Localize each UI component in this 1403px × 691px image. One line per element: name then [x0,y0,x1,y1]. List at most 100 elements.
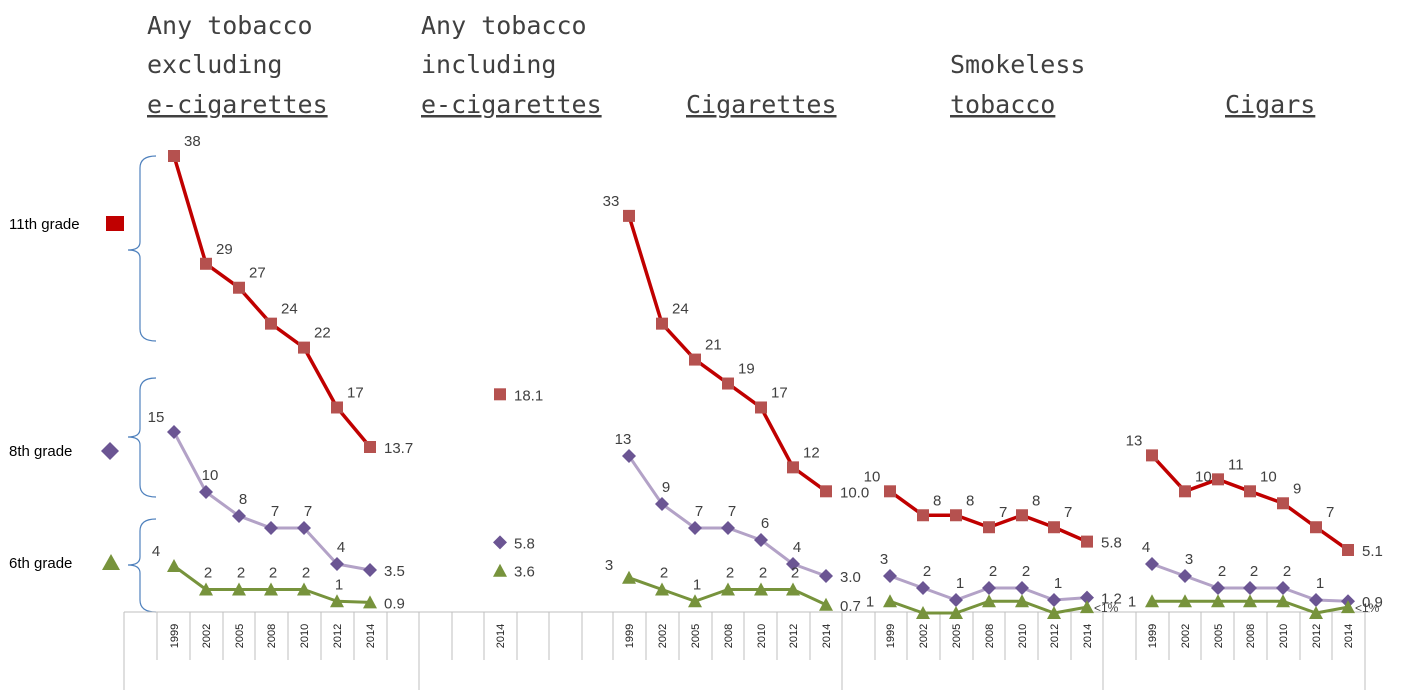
x-tick-label: 2010 [1278,624,1290,648]
data-label: 38 [184,133,201,150]
panel-title: Smokeless tobacco [950,50,1085,119]
data-label: 18.1 [514,387,543,404]
panel-title-underlined: e-cigarettes [147,90,328,119]
x-tick-label: 1999 [1147,624,1159,648]
data-point [1310,521,1322,534]
data-point [1179,485,1191,498]
data-point [1081,535,1093,548]
data-point [1145,594,1159,608]
x-tick-label: 2002 [918,624,930,648]
data-label: 10 [1260,468,1277,485]
x-tick-label: 2005 [1213,624,1225,648]
data-point [721,521,735,535]
data-point [982,594,996,608]
data-point [722,377,734,390]
x-tick-label: 2012 [788,624,800,648]
data-label: 13.7 [384,440,413,457]
data-point [787,461,799,474]
data-point [721,582,735,596]
data-label: 0.9 [384,595,405,612]
panel-title-underlined: Cigarettes [686,90,837,119]
data-point [1178,594,1192,608]
x-tick-label: 2010 [299,624,311,648]
data-point [233,281,245,294]
data-label: 2 [204,565,212,582]
data-label: 2 [1283,563,1291,580]
series-11th-grade: 33 24 21 19 17 12 10.0 [603,193,870,501]
data-point [883,594,897,608]
data-label: 2 [923,563,931,580]
data-point [1047,593,1061,607]
data-point [1276,581,1290,595]
data-point [1047,606,1061,619]
data-label: 3 [1185,551,1193,568]
data-label: 10 [864,468,881,485]
data-point [622,449,636,463]
panel-title-underlined: tobacco [950,90,1055,119]
data-label: 0.9 [1362,594,1383,611]
data-point [1211,581,1225,595]
series-8th-grade: 3 2 1 2 2 1 1.2 [880,551,1122,608]
data-point [656,317,668,330]
legend-triangle-icon [102,554,120,570]
data-label: 7 [304,503,312,520]
data-label: 9 [1293,480,1301,497]
data-label: 24 [281,301,298,318]
series-8th-grade: 5.8 [493,535,535,552]
data-point [819,569,833,583]
grade-bracket [127,155,157,342]
data-label: 1 [1316,575,1324,592]
grade-brackets [127,155,157,613]
data-point [820,485,832,498]
data-label: 4 [793,539,801,556]
data-label: 3.5 [384,563,405,580]
data-point [200,257,212,270]
data-point [297,521,311,535]
data-label: 8 [966,492,974,509]
panel-title-underlined: Cigars [1225,90,1315,119]
x-axis: 1999 2002 2005 2008 2010 2012 2014 2014 1999 2002… [123,611,1370,690]
panel-title-line: Smokeless [950,50,1085,79]
x-tick-label: 2010 [1017,624,1029,648]
panel-title-line: excluding [147,50,282,79]
x-tick-label: 2008 [723,624,735,648]
data-point [622,570,636,584]
data-point [1178,569,1192,583]
data-point [1243,594,1257,608]
panel-title-line: Any tobacco [421,11,587,40]
x-tick-label: 1999 [624,624,636,648]
data-label: 1.2 [1101,591,1122,608]
data-label: 5.8 [514,535,535,552]
data-label: 27 [249,265,266,282]
data-label: 7 [1326,504,1334,521]
data-point [1080,590,1094,605]
data-point [786,582,800,596]
data-label: 17 [347,384,364,401]
data-label: 0.7 [840,598,861,615]
data-point [1145,557,1159,571]
x-tick-label: 2008 [266,624,278,648]
data-label: 2 [759,565,767,582]
x-tick-label: 1999 [169,624,181,648]
data-label: 1 [1054,575,1062,592]
data-label: 22 [314,325,331,342]
x-tick-label: 2010 [756,624,768,648]
data-point [884,485,896,498]
data-point [916,581,930,595]
data-point [950,509,962,522]
data-label: 5.8 [1101,535,1122,552]
data-point [364,441,376,453]
data-point [689,353,701,366]
data-point [1015,581,1029,595]
data-label: 5.1 [1362,543,1383,560]
data-label: 2 [269,565,277,582]
x-tick-label: 2014 [495,624,507,648]
x-tick-label: 2014 [365,624,377,648]
data-point [264,521,278,535]
data-point [167,559,181,572]
data-point [1048,521,1060,534]
data-label: 2 [237,565,245,582]
data-label: 3.0 [840,569,861,586]
data-label: 7 [1064,504,1072,521]
